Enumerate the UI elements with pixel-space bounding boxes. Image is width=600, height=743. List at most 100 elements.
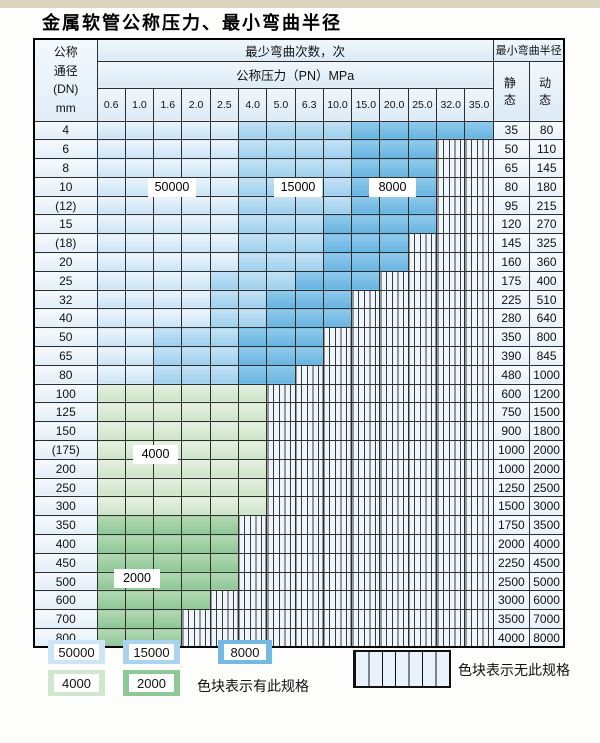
static-radius-value: 1000 — [492, 458, 530, 479]
dn-cell: 20 — [33, 252, 98, 272]
no-spec-cell — [407, 270, 438, 291]
page-top-strip — [0, 0, 600, 8]
spec-cell-15000 — [266, 233, 296, 254]
spec-cell-2000 — [153, 590, 183, 611]
no-spec-cell — [266, 552, 296, 573]
spec-cell-50000 — [96, 176, 126, 197]
no-spec-cell — [351, 327, 381, 348]
spec-cell-2000 — [181, 590, 211, 611]
no-spec-cell — [464, 289, 494, 310]
no-spec-cell — [379, 289, 409, 310]
spec-cell-50000 — [96, 364, 126, 385]
spec-cell-15000 — [294, 158, 324, 178]
spec-cell-8000 — [322, 270, 353, 291]
no-spec-cell — [407, 421, 438, 442]
dynamic-radius-value: 8000 — [528, 628, 565, 648]
no-spec-cell — [379, 590, 409, 611]
no-spec-cell — [464, 252, 494, 272]
no-spec-cell — [322, 327, 353, 348]
spec-cell-50000 — [124, 252, 155, 272]
no-spec-cell — [322, 440, 353, 460]
no-spec-cell — [266, 383, 296, 404]
no-spec-cell — [294, 534, 324, 554]
legend-no-spec-swatch — [353, 650, 451, 688]
no-spec-cell — [436, 327, 466, 348]
legend-no-spec-text: 色块表示无此规格 — [458, 662, 570, 678]
no-spec-cell — [436, 176, 466, 197]
spec-cell-50000 — [96, 158, 126, 178]
static-radius-value: 2000 — [492, 534, 530, 554]
spec-cell-15000 — [294, 252, 324, 272]
dynamic-radius-value: 80 — [528, 120, 565, 141]
table-row: 50 350 800 — [33, 327, 565, 348]
no-spec-cell — [407, 609, 438, 630]
spec-cell-50000 — [153, 139, 183, 160]
spec-cell-50000 — [153, 252, 183, 272]
spec-cell-50000 — [181, 270, 211, 291]
static-radius-value: 95 — [492, 195, 530, 216]
spec-cell-50000 — [96, 214, 126, 235]
table-row: 600 3000 6000 — [33, 590, 565, 611]
no-spec-cell — [464, 176, 494, 197]
min-bend-radius-header: 最小弯曲半径 — [492, 38, 565, 62]
no-spec-cell — [294, 402, 324, 423]
spec-cell-15000 — [266, 252, 296, 272]
no-spec-cell — [294, 364, 324, 385]
spec-cell-50000 — [96, 346, 126, 366]
dn-cell: 125 — [33, 402, 98, 423]
no-spec-cell — [464, 139, 494, 160]
no-spec-cell — [351, 346, 381, 366]
no-spec-cell — [379, 327, 409, 348]
dynamic-radius-value: 1500 — [528, 402, 565, 423]
spec-cell-4000 — [96, 496, 126, 517]
spec-cell-4000 — [153, 421, 183, 442]
no-spec-cell — [407, 515, 438, 536]
no-spec-cell — [351, 458, 381, 479]
pressure-tick-label: 20.0 — [379, 87, 409, 122]
spec-cell-4000 — [96, 421, 126, 442]
no-spec-cell — [407, 440, 438, 460]
spec-cell-4000 — [153, 496, 183, 517]
spec-cell-15000 — [237, 289, 268, 310]
no-spec-cell — [294, 571, 324, 592]
no-spec-cell — [464, 327, 494, 348]
spec-cell-8000 — [322, 289, 353, 310]
no-spec-cell — [351, 534, 381, 554]
spec-cell-8000 — [351, 120, 381, 141]
no-spec-cell — [407, 233, 438, 254]
spec-cell-50000 — [181, 289, 211, 310]
dn-cell: (175) — [33, 440, 98, 460]
dynamic-radius-value: 145 — [528, 158, 565, 178]
spec-cell-8000 — [237, 364, 268, 385]
spec-cell-2000 — [153, 534, 183, 554]
spec-cell-50000 — [153, 270, 183, 291]
no-spec-cell — [294, 496, 324, 517]
dn-cell: 100 — [33, 383, 98, 404]
no-spec-cell — [436, 609, 466, 630]
no-spec-cell — [407, 346, 438, 366]
spec-cell-50000 — [96, 289, 126, 310]
no-spec-cell — [464, 364, 494, 385]
table-row: 800 4000 8000 — [33, 628, 565, 648]
no-spec-cell — [436, 590, 466, 611]
spec-table-wrap: 公称 通径 (DN) mm 最少弯曲次数，次 最小弯曲半径 公称压力（PN）MPa 静… — [33, 38, 566, 649]
dynamic-radius-value: 360 — [528, 252, 565, 272]
spec-cell-8000 — [351, 139, 381, 160]
no-spec-cell — [436, 402, 466, 423]
spec-cell-4000 — [124, 383, 155, 404]
spec-cell-15000 — [294, 233, 324, 254]
dn-cell: 250 — [33, 477, 98, 498]
spec-cell-2000 — [96, 534, 126, 554]
spec-cell-15000 — [237, 270, 268, 291]
no-spec-cell — [407, 289, 438, 310]
no-spec-cell — [436, 270, 466, 291]
dynamic-radius-value: 4500 — [528, 552, 565, 573]
dynamic-radius-value: 2000 — [528, 440, 565, 460]
spec-cell-15000 — [153, 327, 183, 348]
spec-cell-8000 — [407, 214, 438, 235]
static-radius-value: 35 — [492, 120, 530, 141]
no-spec-cell — [294, 421, 324, 442]
spec-cell-8000 — [237, 346, 268, 366]
no-spec-cell — [464, 552, 494, 573]
spec-cell-15000 — [181, 364, 211, 385]
